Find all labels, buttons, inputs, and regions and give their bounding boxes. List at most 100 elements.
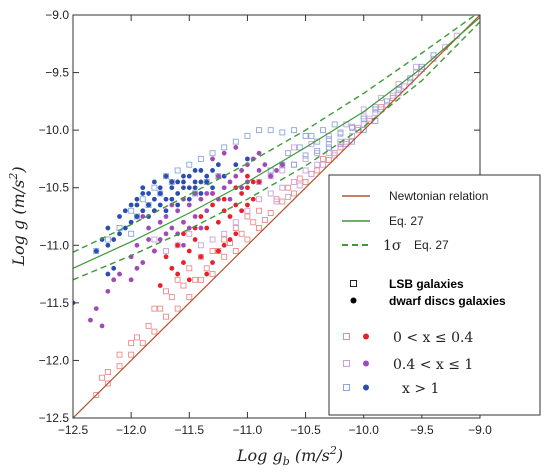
lsb-data-point — [104, 380, 111, 387]
dwarf-data-point — [134, 265, 140, 271]
dwarf-data-point — [175, 271, 181, 277]
dwarf-data-point — [198, 196, 204, 202]
dwarf-data-point — [221, 150, 227, 156]
lsb-data-point — [93, 392, 100, 398]
dwarf-data-point — [279, 162, 285, 168]
dwarf-data-point — [215, 173, 221, 179]
lsb-data-point — [104, 368, 111, 375]
lsb-data-point — [203, 265, 210, 272]
lsb-data-point — [413, 69, 419, 76]
dwarf-data-point — [221, 242, 227, 248]
lsb-data-point — [157, 190, 164, 197]
dwarf-data-point — [122, 225, 128, 231]
x-tick-label: −11.5 — [175, 423, 205, 437]
legend-sigma-prefix: 1σ — [383, 238, 402, 254]
lsb-data-point — [337, 141, 344, 147]
legend-range-low-label: 0 < x ≤ 0.4 — [393, 330, 473, 346]
lsb-data-point — [413, 63, 419, 70]
dwarf-data-point — [198, 214, 204, 219]
dwarf-data-point — [192, 237, 198, 242]
legend-range-high-open-marker — [343, 384, 350, 391]
lsb-data-point — [128, 351, 135, 358]
dwarf-data-point — [233, 145, 239, 150]
legend-lsb-label: LSB galaxies — [389, 277, 464, 291]
y-tick-label: −12.5 — [39, 411, 70, 425]
lsb-data-point — [401, 83, 408, 90]
lsb-data-point — [151, 184, 158, 191]
dwarf-data-point — [134, 196, 140, 202]
lsb-data-point — [372, 109, 379, 116]
dwarf-data-point — [105, 288, 111, 294]
lsb-data-point — [302, 152, 309, 159]
dwarf-data-point — [111, 237, 117, 242]
lsb-data-point — [320, 161, 326, 168]
dwarf-data-point — [181, 260, 186, 265]
lsb-data-point — [238, 230, 245, 237]
lsb-data-point — [331, 152, 338, 159]
dwarf-data-point — [181, 179, 186, 185]
plot-area — [73, 15, 480, 418]
lsb-data-point — [139, 340, 146, 347]
dwarf-data-point — [134, 242, 140, 248]
lsb-data-point — [395, 86, 402, 93]
legend: Newtonian relation Eq. 27 1σ Eq. 27 LSB … — [328, 174, 541, 416]
lsb-data-point — [302, 167, 309, 174]
dwarf-data-point — [198, 191, 204, 196]
dwarf-data-point — [186, 185, 192, 191]
lsb-data-point — [314, 167, 321, 174]
lsb-data-point — [325, 136, 332, 143]
lsb-data-point — [296, 182, 303, 189]
dwarf-data-point — [152, 179, 157, 185]
legend-newtonian-label: Newtonian relation — [389, 189, 488, 203]
lsb-data-point — [378, 94, 385, 101]
dwarf-data-point — [157, 219, 163, 225]
lsb-data-point — [320, 155, 326, 162]
lsb-data-point — [128, 340, 135, 347]
lsb-data-point — [139, 196, 146, 203]
dwarf-data-point — [157, 283, 163, 288]
dwarf-data-point — [274, 168, 279, 173]
dwarf-data-point — [157, 185, 163, 191]
lsb-data-point — [267, 173, 274, 180]
lsb-data-point — [290, 144, 297, 151]
lsb-data-point — [256, 127, 263, 134]
dwarf-data-point — [233, 162, 239, 168]
dwarf-data-point — [140, 191, 146, 196]
dwarf-data-point — [210, 191, 215, 196]
legend-lsb-marker — [350, 280, 357, 287]
dwarf-data-point — [239, 185, 245, 191]
lsb-data-point — [116, 363, 123, 370]
y-tick-label: −9.0 — [45, 8, 69, 22]
lsb-data-point — [384, 98, 390, 105]
lsb-data-point — [232, 225, 239, 231]
lsb-data-point — [174, 305, 181, 312]
dwarf-data-point — [175, 208, 181, 214]
legend-range-high-label: x > 1 — [402, 381, 439, 397]
lsb-data-point — [180, 282, 187, 289]
dwarf-data-point — [169, 196, 175, 202]
lsb-data-point — [378, 106, 385, 113]
dwarf-data-point — [99, 323, 105, 329]
dwarf-data-point — [233, 173, 239, 179]
lsb-data-point — [215, 248, 222, 254]
dwarf-data-point — [215, 248, 221, 254]
lsb-data-point — [302, 132, 309, 139]
dwarf-data-point — [192, 179, 198, 185]
lsb-data-point — [418, 63, 425, 70]
lsb-data-point — [256, 196, 263, 203]
lsb-data-point — [209, 150, 216, 157]
lsb-data-point — [209, 236, 216, 243]
lsb-data-point — [279, 167, 286, 174]
dwarf-data-point — [146, 191, 151, 196]
dwarf-data-point — [227, 196, 233, 202]
lsb-data-point — [145, 202, 152, 208]
dwarf-data-point — [181, 231, 186, 237]
legend-range-mid-filled-marker — [363, 360, 369, 367]
dwarf-data-point — [204, 271, 210, 277]
lsb-data-point — [325, 157, 332, 164]
dwarf-data-point — [210, 168, 215, 173]
x-axis: −12.5 −12.0 −11.5 −11.0 −10.5 −10.0 −9.5 −9.0 — [58, 15, 492, 437]
lsb-data-point — [134, 334, 140, 341]
dwarf-data-point — [198, 179, 204, 185]
lsb-data-point — [209, 271, 216, 278]
